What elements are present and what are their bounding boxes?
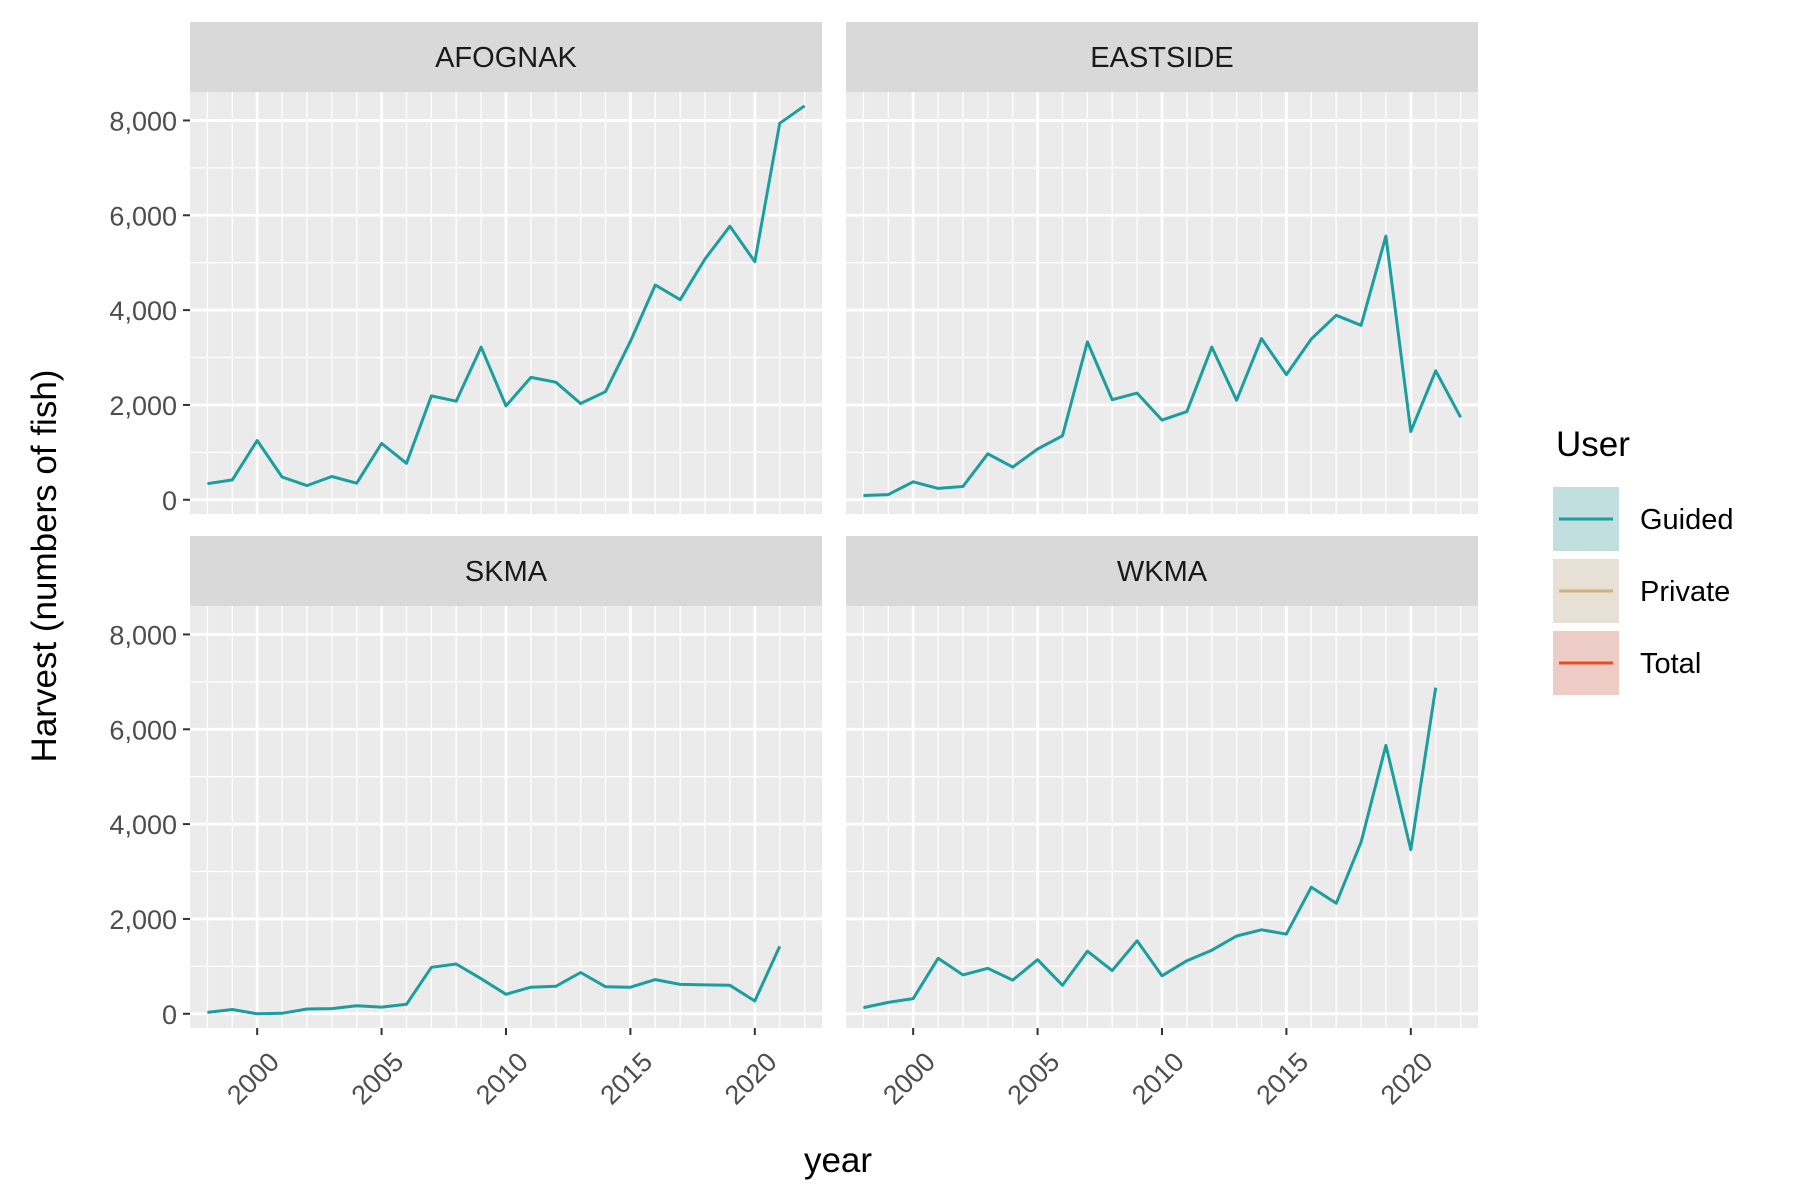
y-tick-label: 2,000 bbox=[109, 391, 177, 421]
x-axis-title: year bbox=[804, 1141, 872, 1180]
x-tick-label: 2005 bbox=[346, 1047, 410, 1111]
y-tick-label: 6,000 bbox=[109, 715, 177, 745]
series-line-guided-afognak bbox=[207, 104, 806, 488]
legend-label-private: Private bbox=[1640, 576, 1730, 608]
legend: User Guided Private Total bbox=[1551, 425, 1734, 697]
series-line-guided-skma bbox=[207, 945, 782, 1016]
facet-panels: AFOGNAK 0 2,000 4,000 6,000 8,000 EASTSIDE SKMA… bbox=[109, 22, 1478, 1110]
y-tick-label: 0 bbox=[162, 486, 177, 516]
legend-title: User bbox=[1556, 425, 1630, 464]
x-tick-label: 2000 bbox=[221, 1047, 285, 1111]
panel-eastside: EASTSIDE bbox=[846, 22, 1478, 514]
x-tick-label: 2020 bbox=[719, 1047, 783, 1111]
x-tick-label: 2010 bbox=[470, 1047, 534, 1111]
legend-label-guided: Guided bbox=[1640, 504, 1734, 536]
panel-afognak: AFOGNAK 0 2,000 4,000 6,000 8,000 bbox=[109, 22, 822, 516]
axis-titles: year Harvest (numbers of fish) bbox=[25, 370, 872, 1180]
x-tick-label: 2015 bbox=[1251, 1047, 1315, 1111]
strip-label-wkma: WKMA bbox=[1117, 556, 1208, 588]
y-tick-label: 8,000 bbox=[109, 106, 177, 136]
x-tick-label: 2000 bbox=[877, 1047, 941, 1111]
x-tick-label: 2015 bbox=[595, 1047, 659, 1111]
y-tick-label: 2,000 bbox=[109, 905, 177, 935]
strip-skma bbox=[190, 536, 822, 606]
strip-eastside bbox=[846, 22, 1478, 92]
x-tick-label: 2005 bbox=[1002, 1047, 1066, 1111]
y-tick-label: 6,000 bbox=[109, 201, 177, 231]
y-tick-label: 0 bbox=[162, 1000, 177, 1030]
x-tick-label: 2010 bbox=[1126, 1047, 1190, 1111]
x-tick-label: 2020 bbox=[1375, 1047, 1439, 1111]
series-line-guided-wkma bbox=[863, 687, 1438, 1010]
legend-entry-guided: Guided bbox=[1551, 485, 1734, 553]
strip-label-skma: SKMA bbox=[465, 556, 548, 588]
series-line-guided-eastside bbox=[863, 234, 1462, 497]
strip-label-afognak: AFOGNAK bbox=[435, 42, 577, 74]
y-tick-label: 8,000 bbox=[109, 620, 177, 650]
legend-entry-private: Private bbox=[1551, 557, 1730, 625]
legend-label-total: Total bbox=[1640, 648, 1701, 680]
y-tick-label: 4,000 bbox=[109, 810, 177, 840]
panel-skma: SKMA 0 2,000 4,000 6,000 8,000 2000 2005 2010 201… bbox=[109, 536, 822, 1110]
y-axis-title: Harvest (numbers of fish) bbox=[25, 370, 64, 763]
strip-label-eastside: EASTSIDE bbox=[1090, 42, 1233, 74]
strip-wkma bbox=[846, 536, 1478, 606]
strip-afognak bbox=[190, 22, 822, 92]
y-tick-label: 4,000 bbox=[109, 296, 177, 326]
panel-wkma: WKMA 2000 2005 2010 2015 2020 bbox=[846, 536, 1478, 1110]
legend-entry-total: Total bbox=[1551, 629, 1701, 697]
